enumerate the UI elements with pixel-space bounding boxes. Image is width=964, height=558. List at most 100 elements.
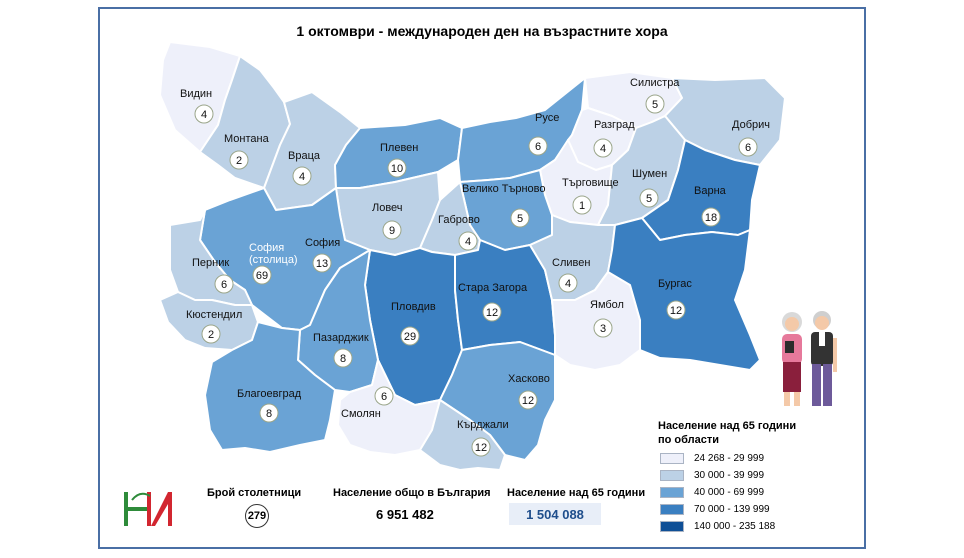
over65-value: 1 504 088 (509, 503, 601, 525)
region-6-value: 4 (600, 143, 606, 155)
region-27-value: 12 (475, 442, 487, 454)
legend-item: 140 000 - 235 188 (660, 520, 775, 533)
legend-label: 40 000 - 69 999 (694, 487, 765, 498)
legend-item: 30 000 - 39 999 (660, 469, 764, 482)
region-0-value: 4 (201, 109, 207, 121)
region-26-name: Хасково (508, 373, 550, 385)
region-13-value-badge (458, 231, 478, 251)
region-16-value-badge (214, 274, 234, 294)
region-24-value: 8 (266, 408, 272, 420)
region-20-value-badge (558, 273, 578, 293)
legend-label: 30 000 - 39 999 (694, 470, 765, 481)
region-8-value: 1 (579, 200, 585, 212)
map-frame (98, 7, 866, 549)
region-12-name: Ловеч (372, 202, 403, 214)
region-17-value-badge (201, 324, 221, 344)
region-3-value-badge (387, 158, 407, 178)
region-16-value: 6 (221, 279, 227, 291)
region-1-value-badge (229, 150, 249, 170)
region-20-value: 4 (565, 278, 571, 290)
region-3-value: 10 (391, 163, 403, 175)
region-4-name: Русе (535, 112, 559, 124)
legend-item: 40 000 - 69 999 (660, 486, 764, 499)
legend-swatch (660, 453, 684, 464)
legend-swatch (660, 470, 684, 481)
region-14-value: 69 (256, 270, 268, 282)
region-15-name: София (305, 237, 340, 249)
region-1-name: Монтана (224, 133, 270, 145)
region-9-name: Шумен (632, 168, 667, 180)
region-8-value-badge (572, 195, 592, 215)
region-15-value: 13 (316, 258, 328, 270)
region-18-name: Пловдив (391, 301, 436, 313)
over65-label: Население над 65 години (507, 487, 646, 499)
region-22-value-badge (666, 300, 686, 320)
region-21-name: Ямбол (590, 299, 624, 311)
region-16-name: Перник (192, 257, 229, 269)
region-21-value-badge (593, 318, 613, 338)
region-20-name: Сливен (552, 257, 590, 269)
region-12-value: 9 (389, 225, 395, 237)
region-11-value: 5 (517, 213, 523, 225)
region-4-value-badge (528, 136, 548, 156)
region-2-value: 4 (299, 171, 305, 183)
region-24-value-badge (259, 403, 279, 423)
region-15-value-badge (312, 253, 332, 273)
region-2-name: Враца (288, 150, 321, 162)
region-14-name-line2: (столица) (249, 254, 298, 266)
region-25-name: Смолян (341, 408, 381, 420)
population-label: Население общо в България (333, 487, 491, 499)
region-2-value-badge (292, 166, 312, 186)
region-18-value: 29 (404, 331, 416, 343)
elderly-couple-illustration (782, 311, 837, 406)
region-13-name: Габрово (438, 214, 480, 226)
legend-swatch (660, 521, 684, 532)
region-23-name: Пазарджик (313, 332, 369, 344)
region-0-value-badge (194, 104, 214, 124)
region-0-name: Видин (180, 88, 212, 100)
regions-layer (159, 41, 786, 471)
region-19-value: 12 (486, 307, 498, 319)
region-24-area (204, 321, 336, 453)
region-19-name: Стара Загора (458, 282, 528, 294)
region-6-value-badge (593, 138, 613, 158)
region-11-value-badge (510, 208, 530, 228)
region-12-value-badge (382, 220, 402, 240)
legend-label: 70 000 - 139 999 (694, 504, 770, 515)
legend-title-line2: по области (658, 434, 720, 446)
region-27-value-badge (471, 437, 491, 457)
region-19-value-badge (482, 302, 502, 322)
centenarians-label: Брой столетници (207, 487, 302, 499)
region-14-value-badge (252, 265, 272, 285)
region-5-value: 5 (652, 99, 658, 111)
region-22-area (607, 217, 761, 371)
region-18-value-badge (400, 326, 420, 346)
region-3-name: Плевен (380, 142, 418, 154)
region-27-name: Кърджали (457, 419, 509, 431)
region-23-value-badge (333, 348, 353, 368)
legend-label: 24 268 - 29 999 (694, 453, 765, 464)
region-11-name: Велико Търново (462, 183, 546, 195)
region-7-name: Добрич (732, 119, 770, 131)
region-5-value-badge (645, 94, 665, 114)
region-1-value: 2 (236, 155, 242, 167)
legend-label: 140 000 - 235 188 (694, 521, 776, 532)
region-7-value-badge (738, 137, 758, 157)
legend-item: 70 000 - 139 999 (660, 503, 770, 516)
legend-swatch (660, 487, 684, 498)
region-17-name: Кюстендил (186, 309, 242, 321)
region-21-value: 3 (600, 323, 606, 335)
institute-logo (124, 492, 172, 526)
region-24-name: Благоевград (237, 388, 302, 400)
population-value: 6 951 482 (376, 507, 434, 522)
region-14-name-line1: София (249, 242, 284, 254)
region-23-value: 8 (340, 353, 346, 365)
region-25-value-badge (374, 386, 394, 406)
map-title: 1 октомври - международен ден на възраст… (296, 23, 668, 39)
region-7-value: 6 (745, 142, 751, 154)
region-5-name: Силистра (630, 77, 680, 89)
region-6-name: Разград (594, 119, 635, 131)
region-10-value-badge (701, 207, 721, 227)
region-10-value: 18 (705, 212, 717, 224)
